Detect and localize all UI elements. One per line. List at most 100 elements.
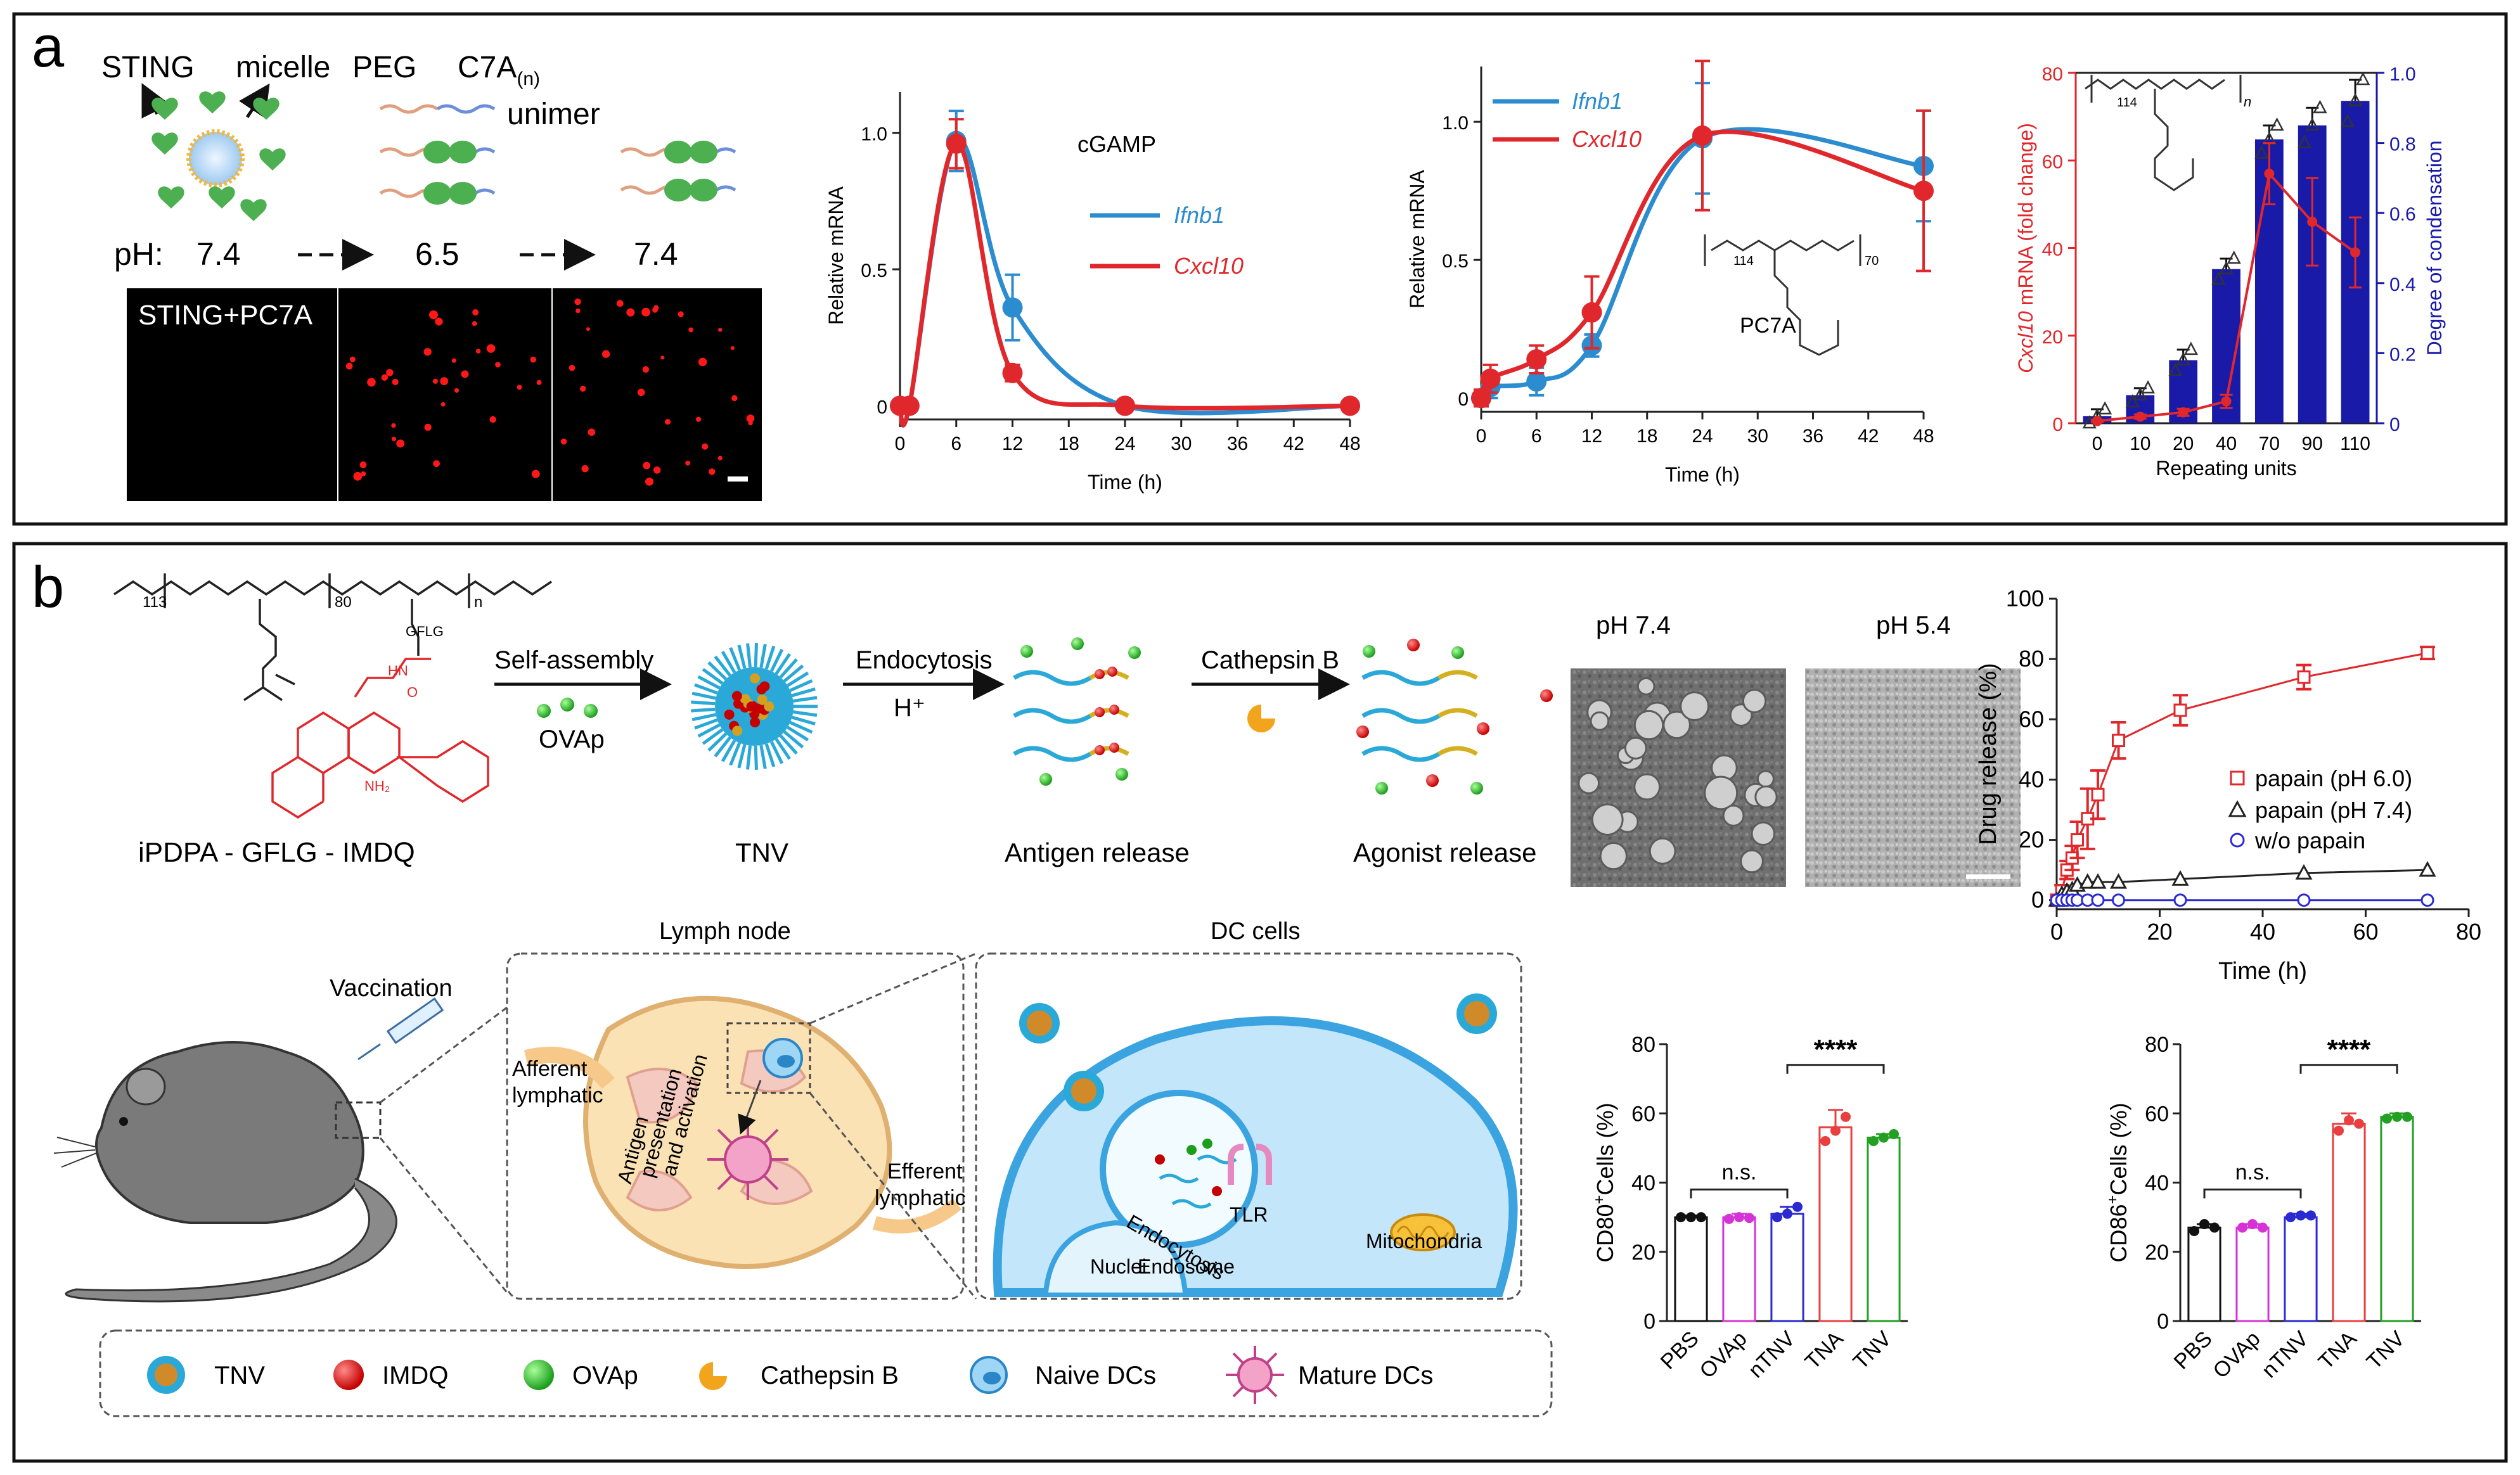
tnv-spike <box>789 720 813 734</box>
y-tick-label: 0 <box>1458 389 1469 410</box>
fluorescent-dot <box>702 443 709 450</box>
x-tick-label: 0 <box>1476 426 1487 447</box>
bar-replicate <box>2305 117 2320 131</box>
fluorescent-dot <box>660 355 665 360</box>
fluorescent-dot <box>730 346 735 350</box>
polymer-structure-inset <box>2085 75 2242 191</box>
legend-naive-dcs: Naive DCs <box>970 1356 1156 1394</box>
tnv-spike <box>764 743 776 767</box>
fluorescent-dot <box>652 307 658 313</box>
y-tick-label: 0 <box>1643 1310 1655 1334</box>
tnv-spike <box>691 700 716 706</box>
y-axis-label: CD86+Cells (%) <box>2104 1102 2131 1262</box>
line-point <box>2264 168 2275 179</box>
legend-ovap: OVAp <box>524 1360 638 1390</box>
fluorescent-dot <box>392 378 399 385</box>
panel-b-frame <box>12 542 2508 1463</box>
antigen-release-strands <box>1013 670 1129 762</box>
sig-bracket <box>1786 1064 1885 1074</box>
tem-nanoparticle <box>1754 785 1778 808</box>
replicate-point <box>2247 1219 2258 1230</box>
sting-label: STING <box>101 51 195 84</box>
data-point <box>1526 349 1547 370</box>
tnv-payload <box>750 717 761 728</box>
x-tick-label: 20 <box>2173 433 2194 454</box>
legend-ifnb1: Ifnb1 <box>1174 202 1225 228</box>
tnv-payload <box>731 691 742 701</box>
data-point <box>2419 861 2436 877</box>
x-tick-label: 20 <box>2147 919 2172 945</box>
ph-value-3: 7.4 <box>634 236 678 272</box>
replicate-point <box>1734 1212 1744 1223</box>
tnv-spike <box>793 710 818 717</box>
bar-replicate <box>2098 401 2112 415</box>
tnv-spike <box>746 745 752 770</box>
y-tick-label-right: 1.0 <box>2389 64 2416 85</box>
x-tick-label: 0 <box>2092 433 2103 454</box>
tnv-payload <box>750 673 761 684</box>
tnv-spike <box>775 738 791 760</box>
line-point <box>2178 407 2189 418</box>
tem-image-ph54 <box>1805 668 2021 887</box>
data-point <box>2091 893 2105 907</box>
fluorescent-dot <box>678 311 684 317</box>
line-point <box>2307 217 2318 227</box>
replicate-point <box>2237 1222 2247 1233</box>
x-tick-label: 70 <box>2259 433 2280 454</box>
tlr-label: TLR <box>1230 1203 1268 1226</box>
y-tick-label: 80 <box>1631 1033 1655 1057</box>
tem-nanoparticle <box>1680 691 1710 721</box>
repeating-units-chart: 0 20 40 60 80 0 0.2 0.4 0.6 0.8 1.0 0 10 20 40 70 90 110 R… <box>2014 64 2446 480</box>
step-hplus: H⁺ <box>894 694 925 722</box>
y-axis-label-right: Degree of condensation <box>2423 141 2446 356</box>
pc7a-n114: 114 <box>1733 254 1754 268</box>
y-tick-label: 80 <box>2019 646 2044 672</box>
fluorescent-dot <box>429 310 438 319</box>
x-tick-label: 40 <box>2250 919 2275 945</box>
tnv-spike <box>737 744 747 769</box>
fluorescent-dot <box>688 327 693 333</box>
data-point <box>2295 864 2313 880</box>
tem-nanoparticle <box>1599 841 1628 871</box>
data-point <box>2420 646 2434 660</box>
bar-replicate <box>2254 145 2269 159</box>
y-tick-label-right: 0 <box>2389 414 2400 435</box>
y-tick-label: 100 <box>2006 585 2044 611</box>
data-point <box>2173 893 2187 907</box>
x-tick-label: 10 <box>2130 433 2150 454</box>
tnv-spike <box>783 730 804 749</box>
step-self-assembly: Self-assembly <box>494 646 653 674</box>
fluorescent-dot <box>698 357 707 367</box>
tnv-spike <box>737 644 747 669</box>
inset-connector-bottom <box>379 1137 508 1293</box>
lymph-node-box <box>506 952 965 1300</box>
micrograph-ph65 <box>338 288 551 501</box>
replicate-point <box>2334 1125 2344 1136</box>
data-point <box>1913 181 1934 201</box>
tnv-spike <box>702 728 724 745</box>
antigen-release-dots <box>1020 637 1141 786</box>
x-tick-label: 18 <box>1058 433 1079 454</box>
fluorescent-dot <box>381 374 389 381</box>
fluorescent-dot <box>435 317 443 326</box>
y-axis-label: CD80+Cells (%) <box>1591 1102 1618 1262</box>
tem-nanoparticle <box>1742 689 1767 713</box>
y-tick-label-left: 20 <box>2042 327 2063 348</box>
micrograph-ph74-return <box>553 288 762 501</box>
bar-replicate <box>2140 380 2156 393</box>
tem-nanoparticle <box>1740 849 1764 874</box>
bar <box>1818 1126 1853 1322</box>
bar-replicate <box>2313 99 2327 113</box>
bar <box>2235 1227 2270 1322</box>
x-tick-label: 110 <box>2340 433 2370 454</box>
tem-nanoparticle <box>1591 803 1624 836</box>
y-axis-label: Relative mRNA <box>825 186 847 324</box>
syringe-icon <box>357 997 444 1061</box>
svg-text:OVAp: OVAp <box>572 1362 638 1389</box>
fluorescent-dot <box>581 465 589 473</box>
y-tick-label: 60 <box>1631 1102 1655 1126</box>
tem-label-ph54: pH 5.4 <box>1876 611 1951 639</box>
tem-nanoparticle <box>1722 804 1745 827</box>
ph-value-1: 7.4 <box>196 236 241 272</box>
